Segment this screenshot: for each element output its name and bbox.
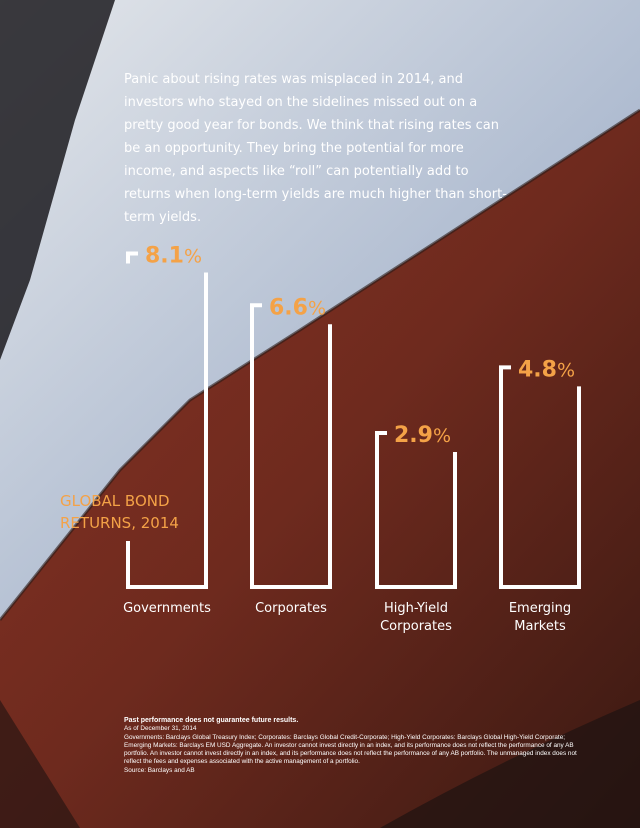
- value-unit: %: [557, 359, 575, 381]
- category-label-corporates: Corporates: [255, 601, 327, 616]
- date-note: As of December 31, 2014: [124, 725, 197, 733]
- value-number: 6.6: [269, 295, 308, 320]
- bar-outline-governments: [126, 251, 208, 589]
- category-label-emerging-markets: Emerging: [509, 601, 571, 616]
- value-label-governments: 8.1%: [145, 244, 202, 269]
- performance-disclaimer: Past performance does not guarantee futu…: [124, 717, 299, 724]
- bar-outline-emerging-markets: [499, 365, 581, 589]
- value-unit: %: [433, 425, 451, 447]
- category-label-governments: Governments: [123, 601, 211, 616]
- category-label-high-yield-corporates: High-Yield: [384, 601, 448, 616]
- value-number: 2.9: [394, 423, 433, 448]
- category-label-high-yield-corporates: Corporates: [380, 619, 452, 634]
- value-number: 4.8: [518, 357, 557, 382]
- value-label-corporates: 6.6%: [269, 295, 326, 320]
- value-label-emerging-markets: 4.8%: [518, 357, 575, 382]
- index-definitions: Governments: Barclays Global Treasury In…: [124, 733, 577, 766]
- bar-corporates: 6.6% Corporates: [250, 295, 332, 616]
- intro-paragraph: Panic about rising rates was misplaced i…: [124, 72, 507, 225]
- bar-high-yield-corporates: 2.9% High-Yield Corporates: [375, 423, 457, 634]
- chart-title-line: RETURNS, 2014: [60, 514, 179, 532]
- value-unit: %: [184, 246, 202, 268]
- footnotes: Past performance does not guarantee futu…: [124, 717, 586, 775]
- chart-title: GLOBAL BOND RETURNS, 2014: [60, 492, 179, 532]
- source-note: Source: Barclays and AB: [124, 766, 195, 774]
- value-unit: %: [308, 297, 326, 319]
- bar-governments: 8.1% Governments: [123, 244, 211, 616]
- value-label-high-yield-corporates: 2.9%: [394, 423, 451, 448]
- bar-outline-corporates: [250, 303, 332, 589]
- value-number: 8.1: [145, 244, 184, 269]
- bar-emerging-markets: 4.8% Emerging Markets: [499, 357, 581, 634]
- category-label-emerging-markets: Markets: [514, 619, 566, 634]
- chart-bars: 8.1% Governments 6.6% Corporates 2.9% High-Yi…: [123, 244, 581, 634]
- chart-title-line: GLOBAL BOND: [60, 492, 170, 510]
- bar-outline-high-yield-corporates: [375, 430, 457, 589]
